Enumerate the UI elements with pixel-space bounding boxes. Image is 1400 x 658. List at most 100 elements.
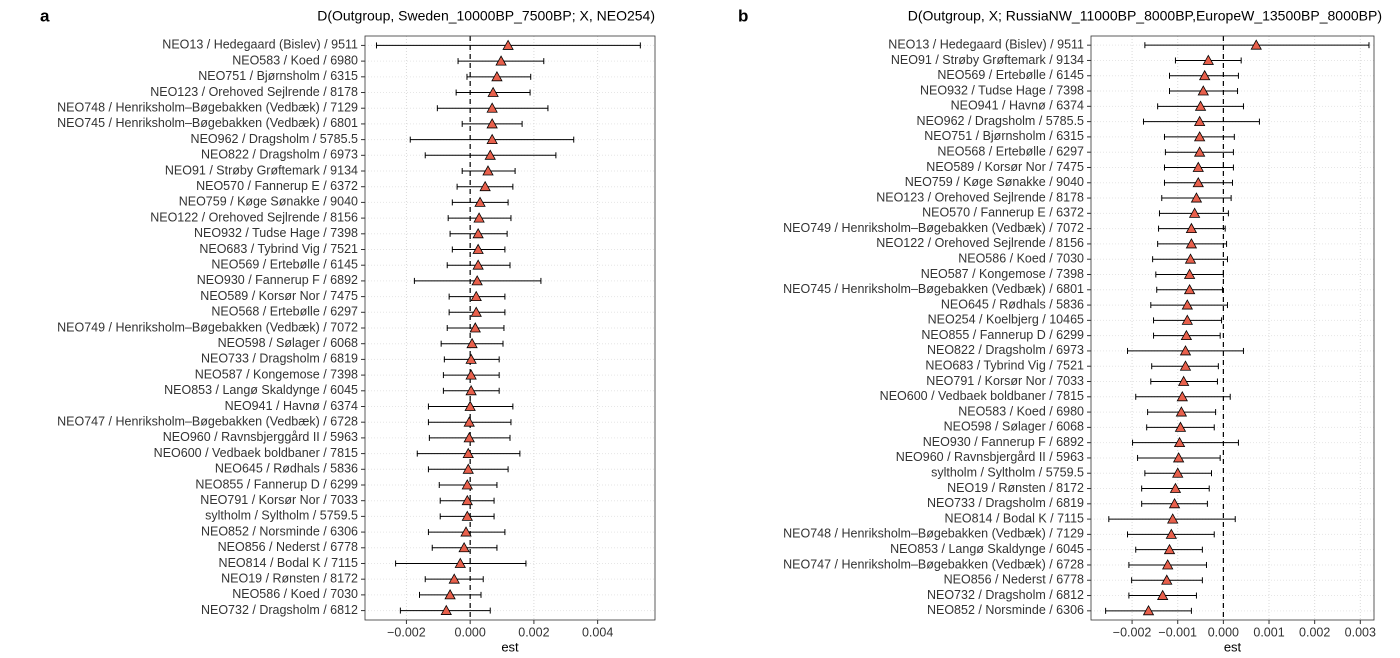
- plot-frame: [1090, 35, 1375, 621]
- estimate-point: [472, 259, 484, 270]
- estimate-point: [1183, 268, 1196, 279]
- estimate-point: [1193, 115, 1206, 127]
- y-tick-label: NEO568 / Ertebølle / 6297: [211, 305, 358, 319]
- estimate-point: [440, 604, 452, 615]
- estimate-point: [1181, 299, 1193, 310]
- y-tick-label: NEO600 / Vedbaek boldbaner / 7815: [154, 446, 358, 460]
- estimate-point: [1161, 574, 1173, 585]
- estimate-point: [495, 55, 507, 66]
- x-axis-label: est: [501, 639, 519, 654]
- y-tick-label: NEO589 / Korsør Nor / 7475: [926, 160, 1084, 174]
- y-tick-label: NEO123 / Orehoved Sejlrende / 8178: [876, 190, 1084, 204]
- estimate-point: [1188, 207, 1201, 218]
- estimate-point: [1175, 406, 1188, 417]
- y-tick-label: NEO855 / Fannerup D / 6299: [921, 328, 1084, 342]
- estimate-point: [471, 275, 483, 286]
- y-tick-label: NEO748 / Henriksholm–Bøgebakken (Vedbæk)…: [783, 527, 1084, 541]
- estimate-point: [444, 589, 456, 600]
- y-tick-label: NEO598 / Sølager / 6068: [218, 336, 358, 350]
- x-tick-label: 0.000: [1208, 625, 1239, 639]
- y-tick-label: NEO570 / Fannerup E / 6372: [196, 179, 358, 193]
- estimate-point: [1192, 176, 1204, 188]
- estimate-point: [1179, 360, 1192, 371]
- plot-background: [1091, 36, 1374, 620]
- y-tick-label: NEO814 / Bodal K / 7115: [219, 556, 358, 570]
- estimate-point: [462, 463, 474, 474]
- estimate-point: [454, 557, 466, 568]
- estimate-point: [1173, 436, 1186, 448]
- y-tick-label: NEO852 / Norsminde / 6306: [201, 524, 358, 538]
- estimate-point: [486, 118, 498, 129]
- panel-letter: a: [40, 6, 50, 25]
- x-tick-label: 0.004: [582, 625, 613, 639]
- y-tick-label: NEO930 / Fannerup F / 6892: [923, 435, 1084, 449]
- estimate-point: [484, 149, 496, 160]
- estimate-point: [1194, 100, 1207, 111]
- y-tick-label: NEO586 / Koed / 7030: [958, 252, 1084, 266]
- y-tick-label: NEO751 / Bjørnsholm / 6315: [198, 69, 358, 83]
- estimate-point: [1169, 482, 1182, 493]
- chart-title: D(Outgroup, Sweden_10000BP_7500BP; X, NE…: [317, 8, 655, 24]
- y-tick-label: NEO19 / Rønsten / 8172: [947, 481, 1084, 495]
- estimate-point: [1250, 39, 1262, 50]
- estimate-point: [472, 243, 484, 254]
- estimate-point: [1193, 146, 1206, 157]
- y-tick-label: NEO941 / Havnø / 6374: [951, 99, 1084, 113]
- estimate-point: [466, 337, 478, 349]
- y-tick-label: NEO748 / Henriksholm–Bøgebakken (Vedbæk)…: [57, 101, 358, 115]
- y-tick-label: NEO749 / Henriksholm–Bøgebakken (Vedbæk)…: [57, 320, 358, 334]
- estimate-point: [473, 212, 485, 223]
- estimate-point: [482, 165, 494, 176]
- estimate-point: [448, 573, 460, 584]
- estimate-point: [1190, 192, 1203, 203]
- y-tick-label: syltholm / Syltholm / 5759.5: [931, 466, 1084, 480]
- estimate-point: [491, 70, 503, 82]
- x-tick-label: −0.002: [387, 625, 426, 639]
- estimate-point: [1184, 253, 1197, 264]
- estimate-point: [461, 479, 473, 490]
- y-tick-label: NEO853 / Langø Skaldynge / 6045: [890, 542, 1084, 556]
- y-tick-label: NEO583 / Koed / 6980: [232, 53, 358, 67]
- estimate-point: [1181, 314, 1193, 325]
- estimate-point: [1183, 283, 1196, 295]
- estimate-point: [1176, 390, 1188, 402]
- y-tick-label: NEO791 / Korsør Nor / 7033: [200, 493, 358, 507]
- y-tick-label: NEO645 / Rødhals / 5836: [215, 462, 358, 476]
- estimate-point: [1163, 543, 1176, 555]
- panel: −0.002 −0.001 0.000 0.001 0.002 0.003 NEO13 / …: [738, 6, 1382, 654]
- y-tick-label: NEO962 / Dragsholm / 5785.5: [191, 132, 358, 146]
- x-tick-label: 0.001: [1253, 625, 1284, 639]
- y-tick-label: NEO759 / Køge Sønakke / 9040: [179, 195, 358, 209]
- y-tick-label: NEO587 / Kongemose / 7398: [921, 267, 1084, 281]
- y-tick-label: NEO747 / Henriksholm–Bøgebakken (Vedbæk)…: [783, 557, 1084, 571]
- y-tick-label: NEO822 / Dragsholm / 6973: [201, 148, 358, 162]
- x-tick-label: 0.002: [518, 625, 549, 639]
- y-tick-label: NEO856 / Nederst / 6778: [944, 573, 1084, 587]
- estimate-point: [1172, 452, 1185, 463]
- y-tick-label: NEO733 / Dragsholm / 6819: [201, 352, 358, 366]
- y-tick-label: NEO852 / Norsminde / 6306: [927, 603, 1084, 617]
- estimate-point: [462, 447, 474, 458]
- y-tick-label: NEO732 / Dragsholm / 6812: [201, 603, 358, 617]
- y-tick-label: NEO122 / Orehoved Sejlrende / 8156: [150, 210, 358, 224]
- y-tick-label: NEO122 / Orehoved Sejlrende / 8156: [876, 236, 1084, 250]
- y-tick-label: NEO962 / Dragsholm / 5785.5: [917, 114, 1084, 128]
- estimate-point: [463, 416, 475, 427]
- panel-letter: b: [738, 6, 748, 25]
- y-tick-label: NEO570 / Fannerup E / 6372: [922, 206, 1084, 220]
- y-tick-label: NEO13 / Hedegaard (Bislev) / 9511: [162, 38, 358, 52]
- panel: −0.002 0.000 0.002 0.004 NEO13 / Hedegaard (…: [40, 6, 656, 654]
- estimate-point: [1142, 605, 1155, 616]
- x-axis-label: est: [1224, 639, 1242, 654]
- y-tick-label: NEO583 / Koed / 6980: [958, 404, 1084, 418]
- estimate-point: [1162, 559, 1174, 570]
- estimate-point: [1167, 513, 1179, 524]
- estimate-point: [460, 526, 472, 537]
- y-tick-label: NEO853 / Langø Skaldynge / 6045: [164, 383, 358, 397]
- estimate-point: [1179, 345, 1192, 356]
- x-tick-label: 0.003: [1345, 625, 1376, 639]
- y-tick-label: NEO749 / Henriksholm–Bøgebakken (Vedbæk)…: [783, 221, 1084, 235]
- estimate-point: [479, 180, 491, 192]
